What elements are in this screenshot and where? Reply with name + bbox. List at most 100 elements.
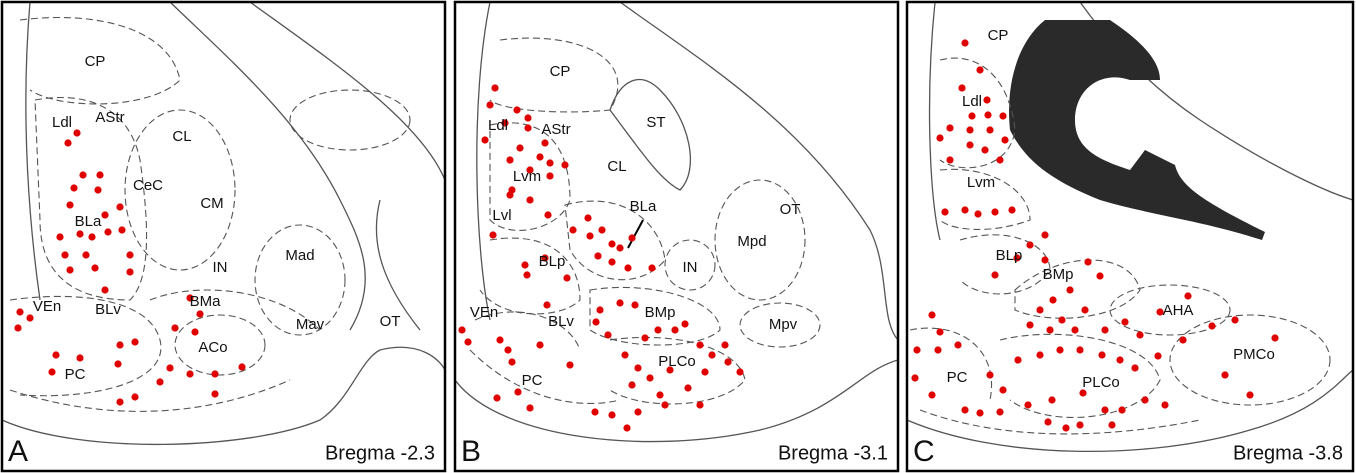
- marked-cell: [1013, 254, 1021, 262]
- marked-cell: [166, 364, 174, 372]
- marked-cell: [961, 39, 969, 47]
- panel-c-outlines: [907, 2, 1353, 453]
- marked-cell: [1184, 292, 1192, 300]
- region-label: Mad: [285, 247, 314, 264]
- marked-cell: [624, 264, 632, 272]
- region-label: Ldl: [52, 114, 72, 131]
- marked-cell: [504, 346, 512, 354]
- marked-cell: [1036, 351, 1044, 359]
- marked-cell: [116, 398, 124, 406]
- marked-cell: [116, 203, 124, 211]
- region-label: PLCo: [1082, 374, 1120, 391]
- marked-cell: [493, 394, 501, 402]
- marked-cell: [928, 391, 936, 399]
- marked-cell: [70, 184, 78, 192]
- marked-cell: [1076, 346, 1084, 354]
- marked-cell: [1231, 316, 1239, 324]
- marked-cell: [708, 351, 716, 359]
- marked-cell: [666, 366, 674, 374]
- marked-cell: [536, 341, 544, 349]
- region-label: BMp: [645, 304, 676, 321]
- marked-cell: [544, 211, 552, 219]
- marked-cell: [996, 156, 1004, 164]
- marked-cell: [724, 358, 732, 366]
- marked-cell: [524, 124, 532, 132]
- marked-cell: [596, 306, 604, 314]
- marked-cell: [986, 371, 994, 379]
- region-label: PLCo: [658, 353, 696, 370]
- marked-cell: [976, 66, 984, 74]
- marked-cell: [496, 336, 504, 344]
- marked-cell: [1246, 391, 1254, 399]
- marked-cell: [114, 360, 122, 368]
- marked-cell: [14, 324, 22, 332]
- marked-cell: [983, 96, 991, 104]
- marked-cell: [966, 126, 974, 134]
- marked-cell: [48, 368, 56, 376]
- marked-cell: [506, 156, 514, 164]
- marked-cell: [941, 208, 949, 216]
- marked-cell: [1101, 406, 1109, 414]
- marked-cell: [88, 233, 96, 241]
- marked-cell: [211, 390, 219, 398]
- marked-cell: [506, 191, 514, 199]
- marked-cell: [52, 351, 60, 359]
- marked-cell: [543, 301, 551, 309]
- marked-cell: [1154, 352, 1162, 360]
- marked-cell: [608, 258, 616, 266]
- marked-cell: [101, 211, 109, 219]
- panel-frame: [0, 0, 447, 473]
- region-label: Lvl: [492, 207, 511, 224]
- marked-cell: [701, 368, 709, 376]
- marked-cell: [616, 299, 624, 307]
- marked-cell: [186, 370, 194, 378]
- region-label: Ldl: [488, 117, 508, 134]
- marked-cell: [191, 328, 199, 336]
- region-label: Ldl: [962, 93, 982, 110]
- marked-cell: [1131, 364, 1139, 372]
- marked-cell: [696, 341, 704, 349]
- marked-cell: [661, 401, 669, 409]
- marked-cell: [64, 139, 72, 147]
- marked-cell: [1044, 418, 1052, 426]
- marked-cell: [546, 172, 554, 180]
- marked-cell: [91, 264, 99, 272]
- marked-cell: [1108, 421, 1116, 429]
- region-label: BMp: [1043, 266, 1074, 283]
- marked-cell: [1024, 401, 1032, 409]
- marked-cell: [458, 326, 466, 334]
- marked-cell: [101, 286, 109, 294]
- region-label: Lvm: [967, 174, 995, 191]
- marked-cell: [1008, 206, 1016, 214]
- marked-cell: [986, 126, 994, 134]
- region-label: AHA: [1163, 302, 1194, 319]
- region-label: CM: [200, 195, 223, 212]
- marked-cell: [1141, 396, 1149, 404]
- marked-cell: [481, 136, 489, 144]
- marked-cell: [946, 156, 954, 164]
- region-label: OT: [380, 313, 401, 330]
- marked-cell: [721, 341, 729, 349]
- pointer-line: [627, 219, 644, 249]
- marked-cell: [621, 351, 629, 359]
- marked-cell: [464, 338, 472, 346]
- marked-cell: [681, 320, 689, 328]
- marked-cell: [608, 411, 616, 419]
- marked-cell: [671, 326, 679, 334]
- marked-cell: [981, 146, 989, 154]
- marked-cell: [1271, 334, 1279, 342]
- marked-cell: [641, 334, 649, 342]
- marked-cell: [966, 141, 974, 149]
- marked-cell: [936, 328, 944, 336]
- marked-cell: [1049, 296, 1057, 304]
- region-label: IN: [683, 259, 698, 276]
- marked-cell: [1161, 401, 1169, 409]
- marked-cell: [598, 226, 606, 234]
- marked-cell: [1056, 346, 1064, 354]
- marked-cell: [526, 404, 534, 412]
- marked-cell: [561, 161, 569, 169]
- marked-cell: [1116, 356, 1124, 364]
- marked-cell: [608, 240, 616, 248]
- region-label: ST: [646, 114, 665, 131]
- marked-cell: [928, 311, 936, 319]
